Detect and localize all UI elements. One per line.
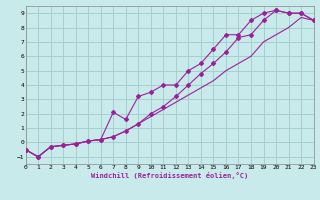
X-axis label: Windchill (Refroidissement éolien,°C): Windchill (Refroidissement éolien,°C) bbox=[91, 172, 248, 179]
